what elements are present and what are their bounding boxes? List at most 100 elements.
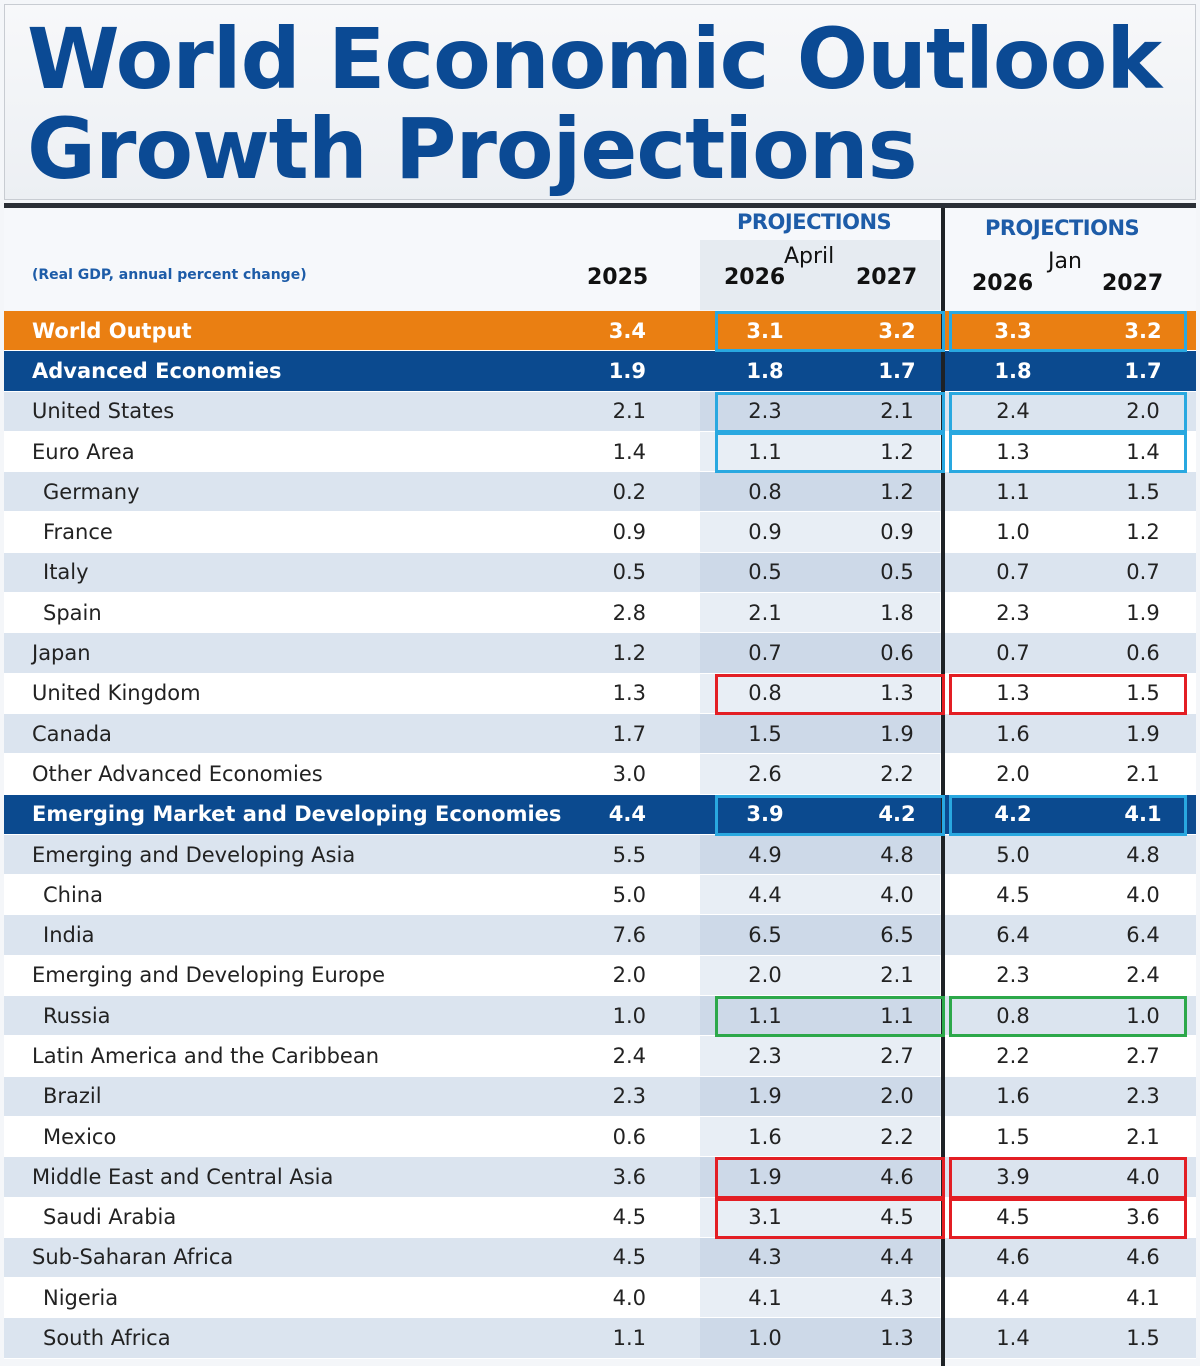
col-header-april-2026: 2026 xyxy=(724,265,786,290)
value-2025: 1.4 xyxy=(612,439,646,464)
value-jan-2026: 1.6 xyxy=(996,1084,1030,1109)
value-april-2027: 1.2 xyxy=(880,479,914,504)
value-april-2027: 0.5 xyxy=(880,560,914,585)
value-april-2027: 6.5 xyxy=(880,923,914,948)
value-jan-2027: 1.0 xyxy=(1126,1003,1160,1028)
april-column-band xyxy=(700,633,940,673)
table-row: Spain 2.8 2.1 1.8 2.3 1.9 xyxy=(4,593,1196,634)
table-row: Latin America and the Caribbean 2.4 2.3 2.7… xyxy=(4,1036,1196,1077)
april-projections-label: PROJECTIONS xyxy=(737,210,892,234)
value-april-2027: 4.8 xyxy=(880,842,914,867)
value-jan-2027: 2.1 xyxy=(1126,1124,1160,1149)
title-line-1: World Economic Outlook xyxy=(27,10,1162,108)
value-jan-2026: 0.7 xyxy=(996,641,1030,666)
table-row: South Africa 1.1 1.0 1.3 1.4 1.5 xyxy=(4,1318,1196,1359)
value-jan-2026: 1.4 xyxy=(996,1326,1030,1351)
table-row: United States 2.1 2.3 2.1 2.4 2.0 xyxy=(4,391,1196,432)
value-2025: 1.1 xyxy=(612,1326,646,1351)
value-jan-2027: 4.0 xyxy=(1126,1164,1160,1189)
col-header-jan-2026: 2026 xyxy=(972,271,1034,296)
april-column-band xyxy=(700,1116,940,1157)
row-label: Other Advanced Economies xyxy=(32,761,323,786)
value-april-2026: 2.1 xyxy=(748,600,782,625)
value-2025: 5.0 xyxy=(612,882,646,907)
value-jan-2027: 2.3 xyxy=(1126,1084,1160,1109)
value-2025: 2.0 xyxy=(612,963,646,988)
value-2025: 1.0 xyxy=(612,1003,646,1028)
value-2025: 2.3 xyxy=(612,1084,646,1109)
table-row: Advanced Economies 1.9 1.8 1.7 1.8 1.7 xyxy=(4,351,1196,392)
table-body: World Output 3.4 3.1 3.2 3.3 3.2 Advanced Econ… xyxy=(4,311,1196,1359)
april-column-band xyxy=(700,431,940,472)
row-label: China xyxy=(43,882,103,907)
value-jan-2026: 0.8 xyxy=(996,1003,1030,1028)
value-jan-2027: 6.4 xyxy=(1126,923,1160,948)
value-jan-2026: 4.5 xyxy=(996,882,1030,907)
value-jan-2026: 2.3 xyxy=(996,600,1030,625)
table-row: China 5.0 4.4 4.0 4.5 4.0 xyxy=(4,875,1196,916)
row-label: Latin America and the Caribbean xyxy=(32,1043,380,1068)
value-april-2026: 3.9 xyxy=(746,802,784,827)
value-april-2027: 1.2 xyxy=(880,439,914,464)
value-jan-2027: 4.1 xyxy=(1124,802,1162,827)
value-april-2027: 2.2 xyxy=(880,761,914,786)
table-row: Saudi Arabia 4.5 3.1 4.5 4.5 3.6 xyxy=(4,1197,1196,1238)
value-april-2026: 1.5 xyxy=(748,721,782,746)
value-jan-2027: 1.7 xyxy=(1124,358,1162,383)
table-row: Japan 1.2 0.7 0.6 0.7 0.6 xyxy=(4,633,1196,674)
value-april-2027: 4.3 xyxy=(880,1285,914,1310)
value-april-2026: 1.1 xyxy=(748,1003,782,1028)
value-april-2026: 2.3 xyxy=(748,399,782,424)
value-2025: 1.7 xyxy=(612,721,646,746)
value-april-2027: 2.1 xyxy=(880,399,914,424)
value-april-2026: 0.5 xyxy=(748,560,782,585)
value-jan-2026: 1.5 xyxy=(996,1124,1030,1149)
value-jan-2027: 0.6 xyxy=(1126,641,1160,666)
value-jan-2027: 2.1 xyxy=(1126,761,1160,786)
value-april-2026: 1.6 xyxy=(748,1124,782,1149)
value-jan-2026: 5.0 xyxy=(996,842,1030,867)
row-label: Saudi Arabia xyxy=(43,1205,177,1230)
value-april-2027: 4.5 xyxy=(880,1205,914,1230)
value-april-2027: 1.3 xyxy=(880,1326,914,1351)
value-april-2026: 3.1 xyxy=(746,318,784,343)
value-jan-2027: 4.8 xyxy=(1126,842,1160,867)
april-column-band xyxy=(700,1036,940,1076)
april-column-band xyxy=(700,391,940,431)
value-jan-2026: 3.3 xyxy=(994,318,1032,343)
value-april-2027: 0.6 xyxy=(880,641,914,666)
value-april-2026: 0.7 xyxy=(748,641,782,666)
value-april-2026: 2.3 xyxy=(748,1043,782,1068)
value-2025: 1.9 xyxy=(608,358,646,383)
row-label: Brazil xyxy=(43,1084,102,1109)
value-april-2026: 0.8 xyxy=(748,681,782,706)
april-column-band xyxy=(700,1157,940,1197)
value-jan-2027: 3.6 xyxy=(1126,1205,1160,1230)
table-row: India 7.6 6.5 6.5 6.4 6.4 xyxy=(4,915,1196,956)
table-row: Mexico 0.6 1.6 2.2 1.5 2.1 xyxy=(4,1116,1196,1158)
value-april-2026: 6.5 xyxy=(748,923,782,948)
value-jan-2027: 4.6 xyxy=(1126,1245,1160,1270)
top-rule xyxy=(4,203,1196,208)
value-april-2027: 3.2 xyxy=(878,318,916,343)
row-label: Emerging and Developing Asia xyxy=(32,842,356,867)
value-april-2026: 1.0 xyxy=(748,1326,782,1351)
value-april-2027: 2.0 xyxy=(880,1084,914,1109)
table-row: Emerging and Developing Europe 2.0 2.0 2.1 2… xyxy=(4,955,1196,997)
value-april-2026: 1.1 xyxy=(748,439,782,464)
row-label: Emerging and Developing Europe xyxy=(32,963,386,988)
value-2025: 4.4 xyxy=(608,802,646,827)
value-2025: 2.4 xyxy=(612,1043,646,1068)
row-label: Canada xyxy=(32,721,112,746)
april-column-band xyxy=(700,552,940,593)
value-2025: 3.6 xyxy=(612,1164,646,1189)
table-row: Emerging Market and Developing Economies… xyxy=(4,794,1196,835)
value-april-2027: 4.6 xyxy=(880,1164,914,1189)
value-april-2027: 1.9 xyxy=(880,721,914,746)
april-column-band xyxy=(700,1278,940,1318)
column-divider xyxy=(941,208,945,1366)
value-jan-2026: 1.8 xyxy=(994,358,1032,383)
row-label: France xyxy=(43,520,113,545)
april-column-band xyxy=(700,512,940,552)
value-2025: 0.5 xyxy=(612,560,646,585)
